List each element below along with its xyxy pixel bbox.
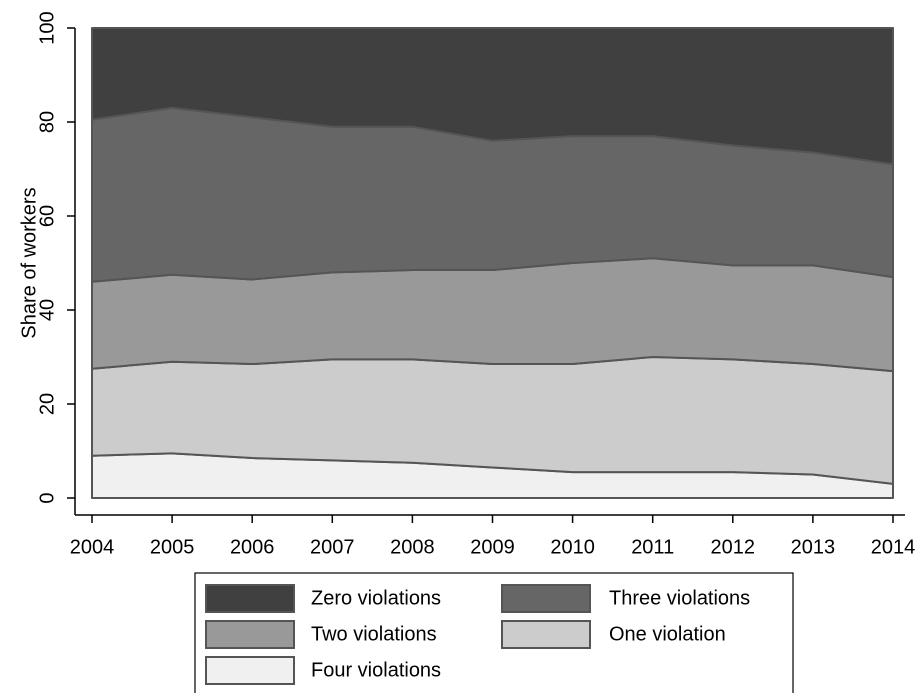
x-tick-label: 2007 [310, 536, 355, 558]
x-tick-label: 2004 [70, 536, 115, 558]
legend-swatch [501, 584, 591, 613]
x-tick-label: 2008 [390, 536, 435, 558]
legend-swatch [205, 584, 295, 613]
legend-label: Two violations [311, 623, 437, 645]
legend-label: Three violations [609, 587, 750, 609]
y-axis-title: Share of workers [18, 187, 40, 338]
legend-label: Four violations [311, 659, 441, 681]
x-tick-label: 2013 [791, 536, 836, 558]
x-tick-label: 2009 [470, 536, 515, 558]
legend-swatch [501, 620, 591, 649]
y-tick-label: 60 [36, 205, 58, 227]
x-tick-label: 2006 [230, 536, 275, 558]
y-tick-label: 0 [36, 492, 58, 503]
legend-label: One violation [609, 623, 726, 645]
x-tick-label: 2005 [150, 536, 195, 558]
y-tick-label: 100 [36, 11, 58, 44]
y-tick-label: 20 [36, 393, 58, 415]
x-tick-label: 2012 [711, 536, 756, 558]
legend-label: Zero violations [311, 587, 441, 609]
x-tick-label: 2010 [550, 536, 595, 558]
y-tick-label: 40 [36, 299, 58, 321]
legend-swatch [205, 620, 295, 649]
legend-swatch [205, 656, 295, 685]
x-tick-label: 2014 [871, 536, 916, 558]
area [91, 27, 894, 166]
x-tick-label: 2011 [631, 536, 674, 558]
y-tick-label: 80 [36, 111, 58, 133]
